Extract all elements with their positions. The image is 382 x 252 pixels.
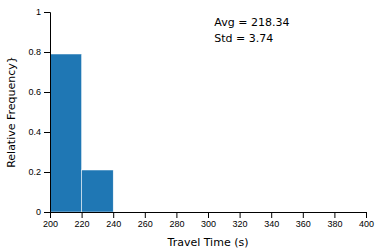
tick-label: 260 xyxy=(138,219,153,229)
tick-mark xyxy=(334,212,335,218)
tick-label: 0.8 xyxy=(28,47,41,57)
x-axis: 200 220 240 260 280 300 320 340 360 380 400 xyxy=(43,212,374,229)
annotations: Avg = 218.34 Std = 3.74 xyxy=(214,16,289,45)
tick-label: 0.6 xyxy=(28,87,41,97)
tick-label: 360 xyxy=(296,219,311,229)
tick-mark xyxy=(113,212,114,218)
tick-mark xyxy=(44,172,50,173)
tick-mark xyxy=(44,92,50,93)
tick-mark xyxy=(240,212,241,218)
tick: 400 xyxy=(359,212,374,229)
tick-label: 220 xyxy=(75,219,90,229)
tick-mark xyxy=(176,212,177,218)
tick-mark xyxy=(44,132,50,133)
tick: 1 xyxy=(36,7,50,17)
tick: 320 xyxy=(233,212,248,229)
tick: 280 xyxy=(169,212,184,229)
tick-label: 0 xyxy=(36,207,41,217)
tick: 220 xyxy=(75,212,90,229)
tick-label: 240 xyxy=(106,219,121,229)
y-axis-title: Relative Frequency} xyxy=(5,56,18,168)
tick-mark xyxy=(145,212,146,218)
tick: 360 xyxy=(296,212,311,229)
tick-label: 200 xyxy=(43,219,58,229)
plot: 200 220 240 260 280 300 320 340 360 380 400 0 0.2 0.4… xyxy=(28,7,374,229)
tick: 0 xyxy=(36,207,50,217)
tick-mark xyxy=(44,12,50,13)
bars xyxy=(50,54,113,212)
tick-label: 300 xyxy=(201,219,216,229)
x-axis-title: Travel Time (s) xyxy=(167,236,249,249)
bar xyxy=(82,170,114,212)
tick: 0.8 xyxy=(28,47,50,57)
axis-line xyxy=(44,13,51,213)
tick-mark xyxy=(44,52,50,53)
tick: 260 xyxy=(138,212,153,229)
tick: 240 xyxy=(106,212,121,229)
tick: 0.4 xyxy=(28,127,50,137)
axis-line xyxy=(51,213,367,219)
tick: 300 xyxy=(201,212,216,229)
tick: 380 xyxy=(327,212,342,229)
tick: 340 xyxy=(264,212,279,229)
tick: 200 xyxy=(43,212,58,229)
tick-label: 0.2 xyxy=(28,167,41,177)
chart: 200 220 240 260 280 300 320 340 360 380 400 0 0.2 0.4… xyxy=(0,0,382,252)
annotation: Avg = 218.34 xyxy=(214,16,289,29)
bar xyxy=(50,54,82,212)
tick-mark xyxy=(303,212,304,218)
tick-label: 340 xyxy=(264,219,279,229)
tick-mark xyxy=(271,212,272,218)
y-axis: 0 0.2 0.4 0.6 0.8 1 xyxy=(28,7,50,217)
tick-label: 0.4 xyxy=(28,127,41,137)
tick: 0.6 xyxy=(28,87,50,97)
tick-label: 320 xyxy=(233,219,248,229)
tick-mark xyxy=(208,212,209,218)
tick-label: 380 xyxy=(327,219,342,229)
tick-mark xyxy=(82,212,83,218)
tick: 0.2 xyxy=(28,167,50,177)
tick-mark xyxy=(44,212,50,213)
tick-label: 400 xyxy=(359,219,374,229)
tick-mark xyxy=(366,212,367,218)
tick-label: 280 xyxy=(169,219,184,229)
tick-label: 1 xyxy=(36,7,41,17)
annotation: Std = 3.74 xyxy=(214,32,273,45)
